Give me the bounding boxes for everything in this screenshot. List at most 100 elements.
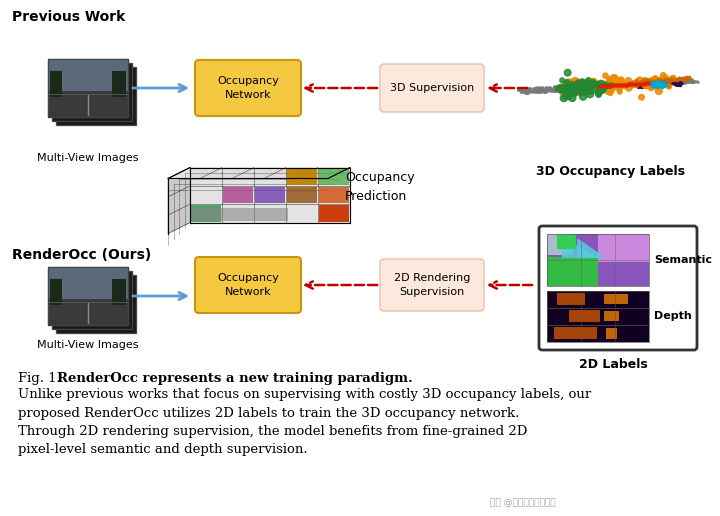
Point (595, 82, 607, 90)
Point (632, 80, 644, 89)
Polygon shape (168, 168, 190, 234)
Point (675, 75, 686, 83)
Point (658, 76, 670, 85)
Point (593, 84, 605, 92)
Point (659, 79, 670, 88)
Point (534, 87, 546, 95)
Point (527, 84, 539, 92)
Point (550, 87, 562, 95)
Point (582, 86, 593, 94)
Point (632, 77, 644, 85)
Point (674, 81, 685, 89)
Point (592, 83, 603, 91)
Point (603, 81, 615, 89)
Point (561, 85, 572, 93)
Point (634, 81, 646, 89)
Point (531, 84, 543, 92)
Point (633, 79, 644, 88)
Point (525, 84, 536, 92)
Point (614, 80, 626, 89)
Point (672, 76, 683, 85)
Point (575, 83, 586, 91)
Point (647, 78, 658, 87)
Point (655, 77, 667, 85)
Point (531, 86, 543, 94)
Point (634, 78, 646, 86)
Point (608, 78, 619, 86)
Bar (547, 257, 598, 285)
Point (595, 80, 607, 88)
Point (612, 83, 624, 91)
Point (667, 79, 678, 87)
Point (634, 78, 645, 86)
Point (662, 76, 673, 85)
Point (577, 79, 588, 87)
Point (561, 83, 572, 91)
Point (659, 75, 670, 84)
Point (618, 80, 630, 88)
Point (603, 80, 615, 88)
Point (603, 80, 615, 88)
Point (609, 84, 621, 92)
Point (661, 80, 672, 89)
Point (582, 84, 594, 92)
Point (643, 79, 654, 88)
Point (636, 83, 647, 91)
Point (651, 77, 662, 85)
Point (672, 80, 684, 88)
Point (588, 78, 600, 86)
Point (603, 84, 615, 92)
Point (675, 79, 686, 87)
Point (654, 79, 665, 88)
Point (679, 77, 690, 85)
Point (623, 78, 634, 86)
Point (575, 88, 586, 96)
Point (631, 82, 643, 90)
Point (673, 78, 685, 87)
Point (575, 83, 587, 91)
Point (634, 79, 646, 88)
Point (567, 80, 579, 89)
Point (580, 83, 592, 91)
Point (515, 85, 526, 93)
Point (647, 77, 659, 85)
Point (654, 80, 666, 89)
Point (667, 79, 678, 88)
Point (679, 75, 690, 84)
Point (532, 85, 544, 93)
Point (528, 86, 540, 94)
Point (681, 77, 693, 86)
Point (629, 81, 640, 89)
Point (642, 80, 653, 89)
Point (626, 82, 638, 90)
Point (683, 76, 695, 85)
Point (647, 80, 659, 88)
Point (681, 75, 693, 84)
Point (644, 77, 655, 86)
Point (632, 77, 644, 86)
Point (675, 78, 687, 86)
Point (607, 82, 618, 90)
Point (540, 85, 552, 93)
Point (602, 82, 613, 90)
Point (620, 80, 631, 88)
Point (575, 83, 587, 91)
Point (649, 79, 660, 88)
Point (527, 87, 539, 95)
Point (672, 77, 684, 85)
Point (631, 80, 642, 89)
Bar (547, 325, 649, 342)
Point (685, 78, 697, 86)
Point (635, 79, 647, 87)
Point (661, 76, 672, 85)
Bar (48, 302, 128, 303)
Point (609, 82, 621, 90)
Point (599, 81, 611, 89)
Point (660, 76, 671, 84)
Point (657, 78, 668, 87)
Point (670, 75, 681, 84)
Point (568, 86, 580, 94)
Point (674, 80, 685, 89)
Point (521, 89, 533, 97)
Point (648, 79, 660, 87)
